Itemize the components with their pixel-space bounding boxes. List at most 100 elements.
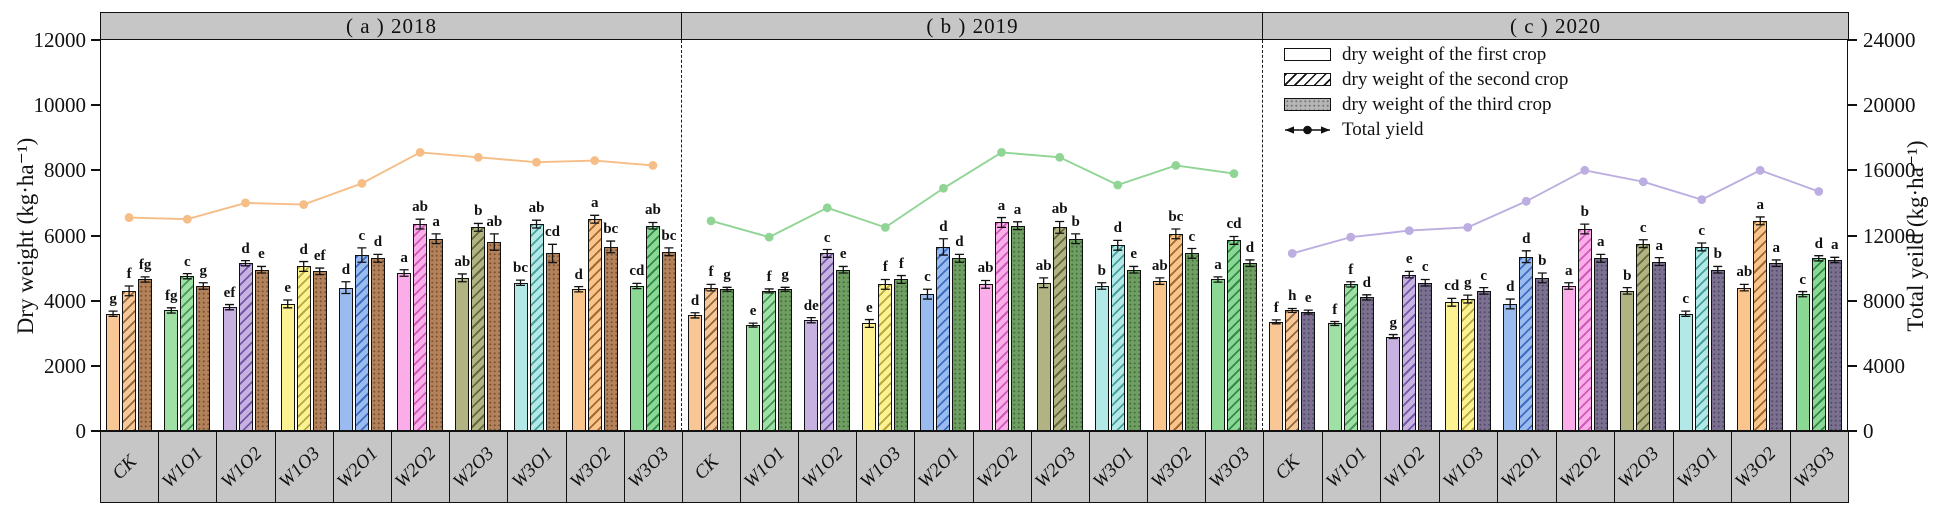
- significance-letter: e: [258, 246, 265, 263]
- significance-letter: d: [574, 266, 583, 283]
- bar-second-crop: [413, 224, 428, 431]
- bar-third-crop: [545, 253, 560, 431]
- bar-first-crop: [571, 289, 586, 431]
- x-category-cell: [856, 431, 916, 503]
- significance-letter: g: [723, 267, 731, 284]
- significance-letter: a: [400, 249, 408, 266]
- bar-second-crop: [1226, 240, 1241, 431]
- bar-second-crop: [1460, 299, 1475, 431]
- panel-header-c: ( c ) 2020: [1262, 12, 1849, 40]
- bar-second-crop: [1694, 246, 1709, 431]
- significance-letter: c: [1421, 259, 1429, 276]
- left-axis-tick-label: 8000: [44, 158, 86, 183]
- significance-letter: a: [1565, 262, 1573, 279]
- bar-first-crop: [1036, 282, 1051, 431]
- left-axis-tick: [91, 234, 100, 237]
- significance-letter: d: [939, 218, 948, 235]
- significance-letter: c: [1682, 291, 1690, 308]
- significance-letter: d: [690, 292, 700, 309]
- bar-third-crop: [1476, 290, 1491, 431]
- significance-letter: ab: [486, 213, 503, 230]
- significance-letter: ef: [313, 248, 326, 265]
- right-axis-tick: [1848, 299, 1857, 302]
- significance-letter: fg: [165, 287, 178, 304]
- significance-letter: f: [1332, 301, 1338, 318]
- significance-letter: e: [866, 299, 873, 316]
- legend-label-third-crop: dry weight of the third crop: [1342, 93, 1552, 115]
- panel-header-b: ( b ) 2019: [681, 12, 1264, 40]
- left-axis-tick-label: 12000: [33, 28, 87, 52]
- significance-letter: cd: [545, 224, 560, 241]
- significance-letter: c: [1480, 267, 1488, 284]
- right-axis-tick-label: 8000: [1863, 288, 1905, 313]
- bar-second-crop: [122, 290, 137, 431]
- x-category-cell: [623, 431, 684, 503]
- bar-third-crop: [1068, 238, 1083, 431]
- significance-letter: cd: [629, 263, 645, 280]
- bar-third-crop: [1535, 277, 1550, 431]
- bar-first-crop: [688, 315, 703, 431]
- legend-total-yield-line-icon: [1284, 123, 1331, 136]
- bar-second-crop: [587, 219, 602, 431]
- x-category-cell: [1497, 431, 1557, 503]
- panel-divider: [1262, 40, 1263, 431]
- bar-second-crop: [1285, 310, 1300, 431]
- significance-letter: d: [955, 234, 964, 251]
- bar-third-crop: [1010, 225, 1025, 431]
- bar-second-crop: [878, 284, 893, 431]
- bar-first-crop: [338, 287, 353, 431]
- bar-third-crop: [138, 279, 153, 431]
- plot-area: [100, 40, 1848, 431]
- bar-first-crop: [1210, 279, 1225, 431]
- significance-letter: bc: [513, 260, 528, 277]
- significance-letter: g: [1464, 275, 1472, 292]
- significance-letter: c: [1639, 219, 1647, 236]
- bar-first-crop: [1094, 286, 1109, 431]
- significance-letter: ab: [1151, 257, 1168, 274]
- bar-second-crop: [1811, 258, 1826, 431]
- bar-second-crop: [180, 276, 195, 431]
- significance-letter: a: [590, 195, 599, 212]
- significance-letter: e: [1405, 251, 1413, 268]
- significance-letter: fg: [138, 256, 152, 273]
- bar-third-crop: [1184, 253, 1199, 431]
- bar-second-crop: [820, 253, 835, 431]
- legend-item-second-crop: dry weight of the second crop: [1284, 67, 1568, 92]
- bar-second-crop: [296, 266, 311, 431]
- bar-first-crop: [1503, 303, 1518, 431]
- bar-third-crop: [1593, 258, 1608, 431]
- legend: dry weight of the first crop dry weight …: [1284, 42, 1568, 142]
- bar-second-crop: [1636, 243, 1651, 431]
- legend-item-total-yield: Total yield: [1284, 117, 1568, 142]
- panel-title-b: ( b ) 2019: [926, 13, 1019, 38]
- right-axis-tick: [1848, 364, 1857, 367]
- bar-third-crop: [254, 269, 269, 431]
- bar-first-crop: [1795, 294, 1810, 431]
- left-axis-tick-label: 4000: [44, 288, 86, 313]
- bar-second-crop: [994, 222, 1009, 431]
- bar-first-crop: [978, 284, 993, 431]
- bar-third-crop: [1710, 269, 1725, 431]
- panel-title-a: ( a ) 2018: [345, 13, 438, 38]
- left-axis-tick: [91, 39, 100, 41]
- left-axis-tick-label: 6000: [44, 223, 86, 248]
- significance-letter: d: [373, 234, 383, 251]
- bar-first-crop: [1620, 290, 1635, 431]
- bar-third-crop: [836, 269, 851, 431]
- x-category-cell: [682, 431, 742, 503]
- significance-letter: g: [109, 291, 117, 308]
- x-category-cell: [1380, 431, 1440, 503]
- x-category-cell: [274, 431, 334, 503]
- significance-letter: b: [1538, 252, 1547, 269]
- bar-third-crop: [1827, 259, 1842, 431]
- significance-letter: e: [284, 280, 292, 296]
- significance-letter: ab: [977, 260, 994, 277]
- bar-third-crop: [312, 271, 327, 431]
- significance-letter: ab: [644, 202, 661, 219]
- panel-divider: [681, 40, 682, 431]
- x-category-cell: [1088, 431, 1148, 503]
- significance-letter: h: [1288, 288, 1297, 305]
- bar-first-crop: [1152, 281, 1167, 431]
- bar-first-crop: [1386, 336, 1401, 431]
